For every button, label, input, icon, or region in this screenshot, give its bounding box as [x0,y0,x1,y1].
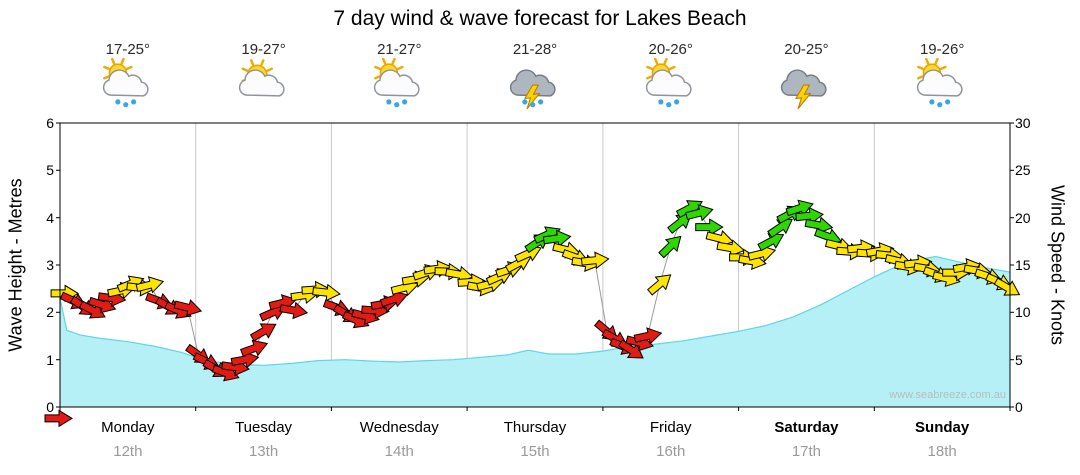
day-temperature: 17-25° [105,41,151,58]
wind-arrow [78,300,106,319]
wind-arrow [804,216,834,235]
day-name: Sunday [915,419,970,436]
weather-icon-wrap [232,58,296,112]
weather-icon-wrap [910,57,974,112]
weather-icon-wrap [367,57,431,112]
weather-icon-wrap [639,57,703,112]
wind-arrow [633,327,663,345]
sun-cloud-rain-icon [102,57,149,108]
day-temperature: 19-26° [919,41,965,58]
wind-arrow [279,301,309,320]
wave-axis-tick-label: 1 [46,351,54,368]
wind-arrow [173,299,203,317]
wave-height-line [59,255,1011,366]
weather-icon-wrap [96,57,160,112]
wind-arrow [249,323,277,342]
day-name: Saturday [774,419,839,436]
wind-arrow [44,409,73,428]
wind-axis-tick-label: 0 [1015,399,1023,415]
wind-arrow [716,239,746,257]
weather-icon-wrap [503,58,567,112]
wind-axis-tick-label: 15 [1015,257,1031,273]
wind-axis-tick-label: 30 [1015,115,1031,131]
day-date: 16th [656,443,686,460]
wave-axis-tick-label: 2 [46,304,54,321]
day-date: 13th [248,443,279,460]
wind-arrow [767,218,793,238]
day-temperature: 19-27° [241,41,286,58]
wind-arrow [667,213,692,234]
day-temperature: 21-27° [377,41,422,58]
storm-icon [781,69,828,110]
wind-axis-tick-label: 5 [1015,351,1023,368]
wind-arrow [542,229,572,248]
page-title: 7 day wind & wave forecast for Lakes Bea… [333,7,747,30]
sun-cloud-rain-icon [374,57,420,108]
wind-arrow [580,251,610,270]
wind-arrow [658,235,682,259]
wind-arrow [240,339,269,357]
wind-arrow [757,233,785,252]
wind-arrow [268,294,298,312]
day-name: Friday [649,419,692,436]
wave-height-area [60,256,1010,407]
wind-axis-tick-label: 25 [1015,162,1031,179]
sun-cloud-rain-icon [917,57,963,108]
wind-arrow [795,206,824,225]
sun-cloud-icon [238,59,285,97]
day-temperature: 21-28° [512,41,558,58]
day-date: 18th [927,443,957,460]
sun-cloud-rain-icon [645,57,692,108]
day-name: Tuesday [235,419,293,436]
day-name: Wednesday [359,419,439,436]
wave-axis-tick-label: 5 [46,162,54,179]
day-temperature: 20-25° [784,41,829,58]
weather-icon-wrap [774,58,838,112]
day-name: Thursday [503,419,567,436]
wind-arrow [135,276,165,294]
wave-axis-tick-label: 6 [46,115,54,131]
wind-axis-tick-label: 20 [1015,209,1031,226]
day-date: 15th [520,443,550,460]
wind-arrow [379,290,409,308]
wind-arrow [617,339,644,359]
wind-arrow [675,200,703,219]
wave-axis-tick-label: 3 [46,257,54,273]
watermark: www.seabreeze.com.au [889,389,1006,401]
day-date: 12th [113,443,143,460]
wind-arrow [685,204,714,222]
day-name: Monday [101,419,155,436]
day-date: 14th [384,443,414,460]
wind-arrow [785,199,814,217]
wind-arrow [695,218,724,236]
day-date: 17th [791,443,822,460]
wave-axis-tick-label: 0 [46,399,54,415]
wave-axis-tick-label: 4 [46,209,54,226]
day-temperature: 20-26° [648,41,693,58]
storm-rain-icon [509,69,556,110]
wind-arrow [312,283,341,302]
wind-axis-tick-label: 10 [1015,304,1031,321]
wind-arrow [646,274,672,296]
